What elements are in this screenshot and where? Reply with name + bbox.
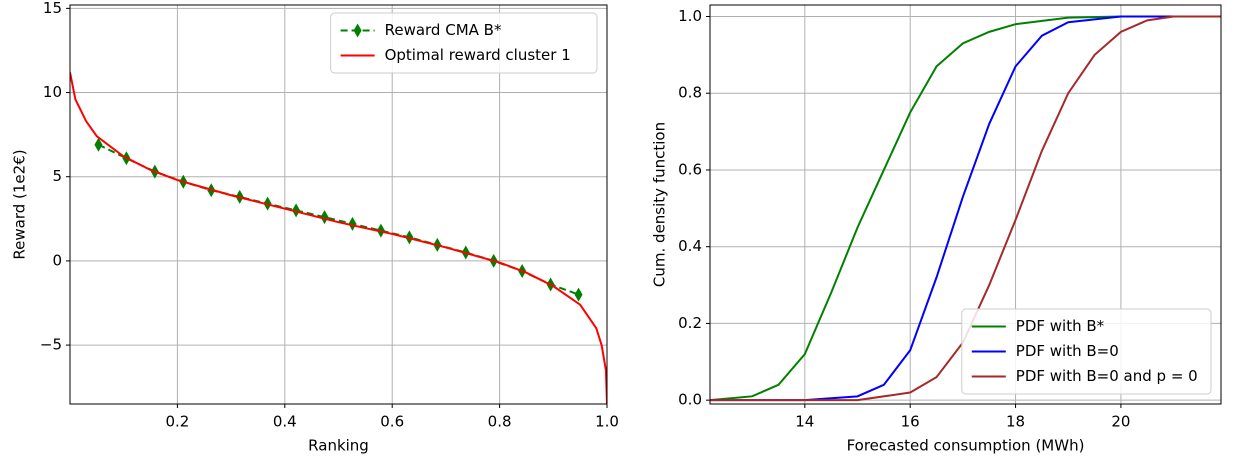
series-line: [710, 15, 1221, 402]
y-tick-label: 0.6: [678, 160, 702, 178]
y-axis-label: Reward (1e2€): [11, 149, 29, 259]
legend-label: PDF with B=0: [1016, 342, 1119, 360]
x-tick-label: 20: [1111, 413, 1130, 431]
y-axis-label: Cum. density function: [651, 122, 669, 287]
x-axis-label: Ranking: [308, 437, 369, 455]
series-line: [70, 72, 607, 404]
plot-frame: [69, 4, 608, 405]
legend-label: Reward CMA B*: [385, 21, 502, 39]
legend-label: PDF with B*: [1016, 317, 1105, 335]
x-tick-label: 0.6: [380, 413, 404, 431]
y-tick-label: 0: [52, 251, 62, 269]
y-tick-label: 10: [43, 83, 62, 101]
x-tick-label: 16: [901, 413, 920, 431]
x-tick-label: 1.0: [595, 413, 619, 431]
series-line: [710, 15, 1221, 402]
legend-box: [961, 308, 1212, 395]
series-line: [98, 143, 579, 296]
x-tick-label: 18: [1006, 413, 1025, 431]
legend-label: PDF with B=0 and p = 0: [1016, 367, 1198, 385]
y-tick-label: 0.0: [678, 391, 702, 409]
legend-label: Optimal reward cluster 1: [385, 46, 571, 64]
y-tick-label: 0.4: [678, 237, 702, 255]
y-tick-label: −5: [40, 336, 62, 354]
y-tick-label: 5: [52, 167, 62, 185]
marker: [348, 216, 357, 231]
marker: [94, 137, 103, 152]
plot-frame: [709, 4, 1222, 405]
marker: [320, 210, 329, 225]
marker: [292, 203, 301, 218]
x-tick-label: 14: [795, 413, 814, 431]
x-axis-label: Forecasted consumption (MWh): [847, 437, 1085, 455]
series-line: [710, 15, 1221, 402]
x-tick-label: 0.2: [165, 413, 189, 431]
y-tick-label: 15: [43, 0, 62, 17]
legend-box: [330, 12, 598, 74]
x-tick-label: 0.8: [488, 413, 512, 431]
y-tick-label: 0.8: [678, 84, 702, 102]
x-tick-label: 0.4: [273, 413, 297, 431]
y-tick-label: 0.2: [678, 314, 702, 332]
y-tick-label: 1.0: [678, 7, 702, 25]
marker: [574, 287, 583, 302]
legend-marker: [353, 23, 362, 38]
